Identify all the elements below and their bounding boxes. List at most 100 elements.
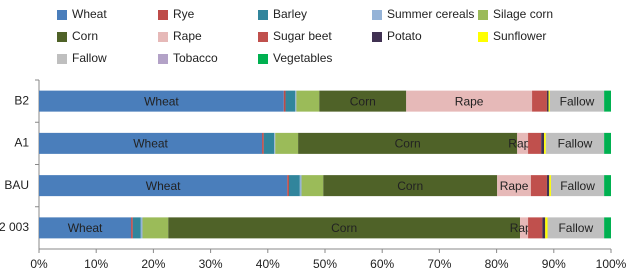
- x-tick-label: 90%: [542, 257, 566, 271]
- bar-segment: [604, 175, 611, 197]
- legend-label: Vegetables: [273, 51, 332, 65]
- segment-label: Wheat: [144, 94, 179, 108]
- bar-segment: [546, 90, 549, 112]
- bar-segment: [545, 132, 605, 154]
- bar-segment: [39, 90, 284, 112]
- bar-segment: [406, 90, 533, 112]
- x-tick-label: 30%: [199, 257, 223, 271]
- bar-segment: [275, 132, 299, 154]
- bar-segment: [528, 217, 543, 239]
- legend-swatch: [57, 32, 67, 42]
- bar-segment: [542, 217, 546, 239]
- bar-segment: [39, 175, 288, 197]
- bar-segment: [544, 132, 546, 154]
- x-tick-label: 40%: [256, 257, 280, 271]
- bar-segment: [142, 217, 169, 239]
- segment-label: Corn: [350, 94, 376, 108]
- legend-swatch: [478, 32, 488, 42]
- bar-segment: [285, 90, 296, 112]
- segment-label: Fallow: [560, 179, 595, 193]
- bar-segment: [530, 175, 547, 197]
- x-tick-label: 20%: [141, 257, 165, 271]
- legend-label: Potato: [387, 29, 422, 43]
- bar-segment: [541, 132, 545, 154]
- bar-segment: [131, 217, 133, 239]
- x-tick-label: 60%: [370, 257, 394, 271]
- bar-segment: [298, 132, 518, 154]
- y-tick-label: A1: [14, 136, 29, 150]
- bar-segment: [323, 175, 498, 197]
- bar-segment: [528, 132, 542, 154]
- segment-label: Fallow: [558, 137, 593, 151]
- bar-segment: [288, 175, 300, 197]
- bar-segment: [262, 132, 264, 154]
- segment-label: Rape: [455, 94, 484, 108]
- bar-segment: [550, 175, 605, 197]
- legend-label: Fallow: [72, 51, 107, 65]
- bar-segment: [547, 217, 605, 239]
- x-tick-label: 0%: [30, 257, 48, 271]
- legend-label: Barley: [273, 7, 307, 21]
- bar-segment: [532, 90, 547, 112]
- legend-swatch: [372, 10, 382, 20]
- segment-label: Wheat: [146, 179, 181, 193]
- bar-segment: [604, 217, 611, 239]
- bar-segment: [319, 90, 407, 112]
- bar-segment: [283, 90, 286, 112]
- bar-segment: [301, 175, 324, 197]
- legend-swatch: [258, 32, 268, 42]
- bar-segment: [497, 175, 531, 197]
- bar-segment: [140, 217, 143, 239]
- legend-label: Silage corn: [493, 7, 553, 21]
- bar-segment: [604, 90, 611, 112]
- x-tick-label: 10%: [84, 257, 108, 271]
- x-tick-label: 100%: [596, 257, 627, 271]
- segment-label: Wheat: [68, 221, 103, 235]
- bar-segment: [295, 90, 297, 112]
- bar-segment: [299, 175, 302, 197]
- segment-label: Corn: [395, 137, 421, 151]
- bar-segment: [132, 217, 141, 239]
- bar-segment: [263, 132, 275, 154]
- legend-label: Sugar beet: [273, 29, 332, 43]
- legend-swatch: [158, 10, 168, 20]
- legend-swatch: [258, 10, 268, 20]
- legend-swatch: [258, 54, 268, 64]
- y-tick-label: 2 003: [0, 220, 29, 234]
- bar-segment: [274, 132, 276, 154]
- bar-segment: [604, 132, 611, 154]
- segment-label: Fallow: [558, 221, 593, 235]
- segment-label: Fallow: [560, 94, 595, 108]
- y-tick-label: BAU: [4, 178, 29, 192]
- legend-swatch: [57, 54, 67, 64]
- x-tick-label: 70%: [427, 257, 451, 271]
- y-tick-label: B2: [14, 93, 29, 107]
- bar-segment: [39, 217, 132, 239]
- legend-label: Corn: [72, 29, 98, 43]
- bar-segment: [520, 217, 529, 239]
- bar-segment: [517, 132, 529, 154]
- bar-segment: [546, 175, 550, 197]
- bar-segment: [287, 175, 289, 197]
- bar-segment: [296, 90, 320, 112]
- legend-swatch: [158, 32, 168, 42]
- x-tick-label: 80%: [485, 257, 509, 271]
- segment-label: Wheat: [133, 137, 168, 151]
- legend-label: Sunflower: [493, 29, 546, 43]
- legend-label: Rape: [173, 29, 202, 43]
- legend-label: Rye: [173, 7, 195, 21]
- legend-swatch: [478, 10, 488, 20]
- bar-segment: [549, 90, 605, 112]
- legend-swatch: [372, 32, 382, 42]
- segment-label: Corn: [397, 179, 423, 193]
- legend-label: Summer cereals: [387, 7, 474, 21]
- segment-label: Rape: [500, 179, 529, 193]
- legend-swatch: [57, 10, 67, 20]
- bar-segment: [548, 90, 550, 112]
- bar-segment: [39, 132, 263, 154]
- segment-label: Corn: [331, 221, 357, 235]
- bar-segment: [549, 175, 551, 197]
- bar-segment: [168, 217, 521, 239]
- legend-label: Wheat: [72, 7, 107, 21]
